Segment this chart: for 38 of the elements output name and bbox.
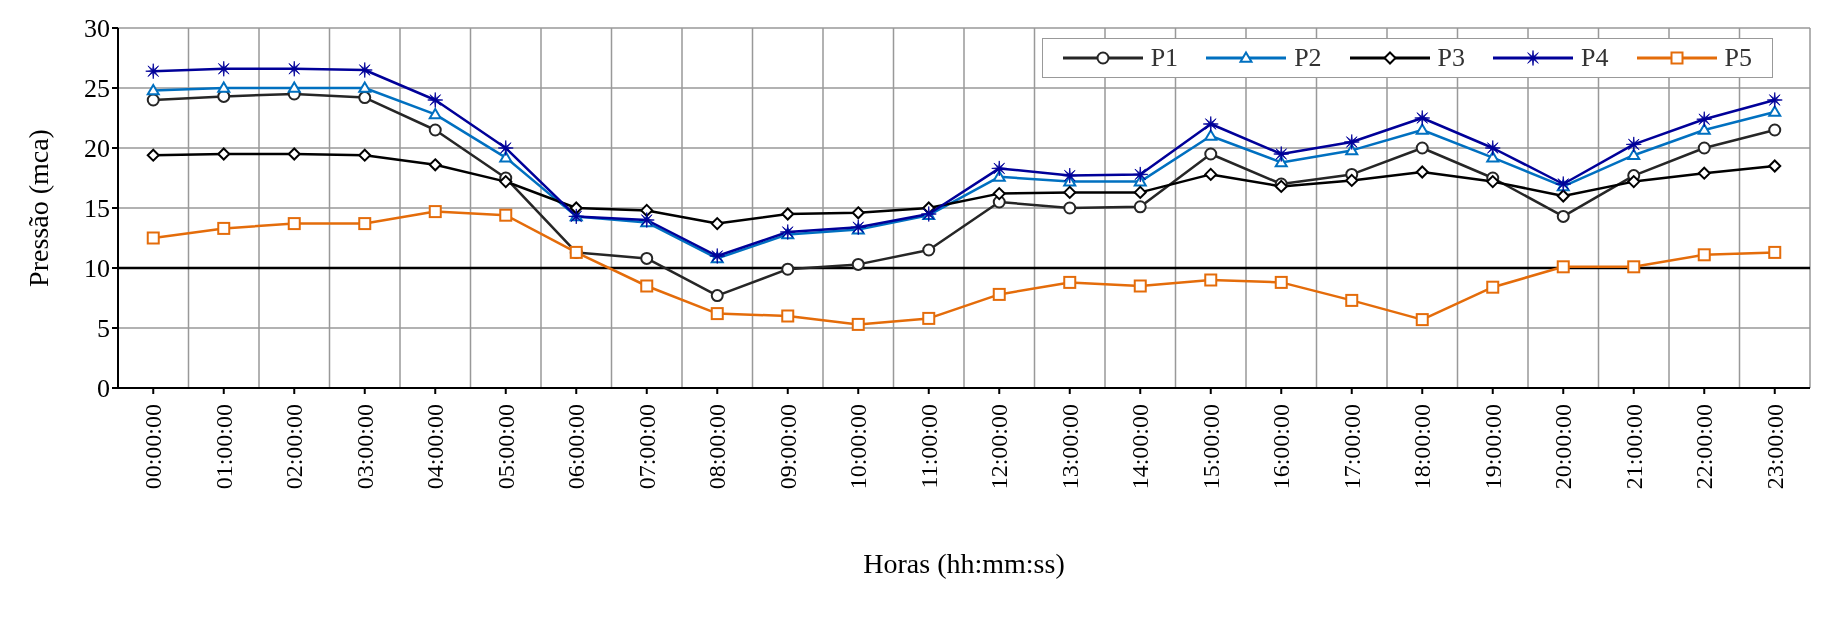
x-tick-label: 22:00:00 <box>1691 404 1718 490</box>
x-tick-label: 06:00:00 <box>563 404 590 490</box>
y-tick-label: 20 <box>84 134 110 164</box>
x-tick-label: 12:00:00 <box>986 404 1013 490</box>
legend-label: P4 <box>1580 43 1609 73</box>
x-tick-label: 03:00:00 <box>351 404 378 490</box>
x-tick-label: 07:00:00 <box>633 404 660 490</box>
x-tick-label: 04:00:00 <box>422 404 449 490</box>
x-tick-label: 13:00:00 <box>1056 404 1083 490</box>
x-tick-label: 14:00:00 <box>1127 404 1154 490</box>
x-tick-label: 00:00:00 <box>140 404 167 490</box>
x-tick-label: 08:00:00 <box>704 404 731 490</box>
x-tick-label: 01:00:00 <box>210 404 237 490</box>
x-tick-label: 18:00:00 <box>1409 404 1436 490</box>
x-tick-label: 19:00:00 <box>1479 404 1506 490</box>
y-tick-label: 10 <box>84 254 110 284</box>
x-axis-title: Horas (hh:mm:ss) <box>863 548 1065 579</box>
y-tick-label: 25 <box>84 74 110 104</box>
legend-label: P1 <box>1149 43 1179 73</box>
y-axis-title: Pressão (mca) <box>22 129 54 287</box>
x-tick-label: 11:00:00 <box>915 404 942 489</box>
x-tick-label: 05:00:00 <box>492 404 519 490</box>
x-tick-label: 09:00:00 <box>774 404 801 490</box>
x-tick-label: 02:00:00 <box>281 404 308 490</box>
x-tick-label: 10:00:00 <box>845 404 872 490</box>
x-tick-label: 20:00:00 <box>1550 404 1577 490</box>
legend-label: P2 <box>1293 43 1322 73</box>
legend-label: P3 <box>1436 43 1466 73</box>
x-tick-label: 15:00:00 <box>1197 404 1224 490</box>
x-tick-label: 21:00:00 <box>1620 404 1647 490</box>
y-tick-label: 15 <box>84 194 110 224</box>
y-tick-label: 5 <box>97 314 110 344</box>
x-tick-label: 17:00:00 <box>1338 404 1365 490</box>
x-tick-label: 23:00:00 <box>1761 404 1788 490</box>
legend-label: P5 <box>1723 43 1752 73</box>
x-tick-label: 16:00:00 <box>1268 404 1295 490</box>
y-tick-label: 30 <box>84 14 110 44</box>
y-tick-label: 0 <box>97 374 110 404</box>
